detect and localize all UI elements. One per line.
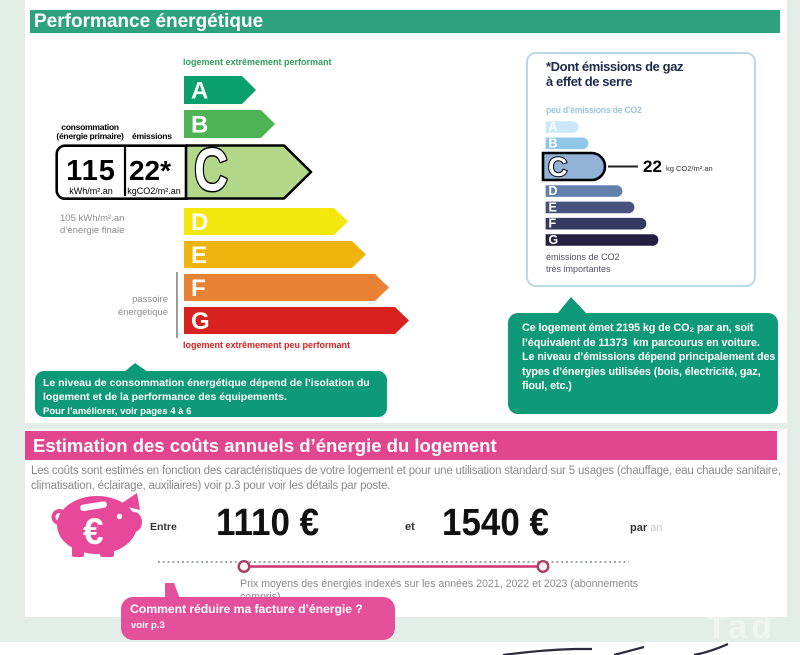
svg-text:22*: 22* xyxy=(129,155,171,186)
svg-text:C: C xyxy=(548,152,568,182)
svg-text:F: F xyxy=(549,217,557,231)
svg-text:D: D xyxy=(549,184,558,198)
svg-text:B: B xyxy=(549,136,558,150)
svg-text:E: E xyxy=(549,200,557,214)
svg-text:G: G xyxy=(191,308,210,335)
svg-text:A: A xyxy=(549,120,558,134)
svg-text:€: € xyxy=(83,511,104,552)
svg-text:115: 115 xyxy=(66,155,116,187)
svg-text:F: F xyxy=(191,275,206,302)
svg-text:G: G xyxy=(549,233,559,247)
svg-text:D: D xyxy=(191,209,208,236)
svg-text:C: C xyxy=(194,137,228,204)
svg-text:B: B xyxy=(191,112,208,139)
svg-text:kgCO2/m².an: kgCO2/m².an xyxy=(127,186,181,196)
svg-text:A: A xyxy=(191,78,208,105)
svg-text:kWh/m².an: kWh/m².an xyxy=(69,186,113,196)
svg-text:kg CO2/m².an: kg CO2/m².an xyxy=(666,164,713,173)
svg-text:E: E xyxy=(191,242,207,269)
svg-text:22: 22 xyxy=(643,157,662,176)
